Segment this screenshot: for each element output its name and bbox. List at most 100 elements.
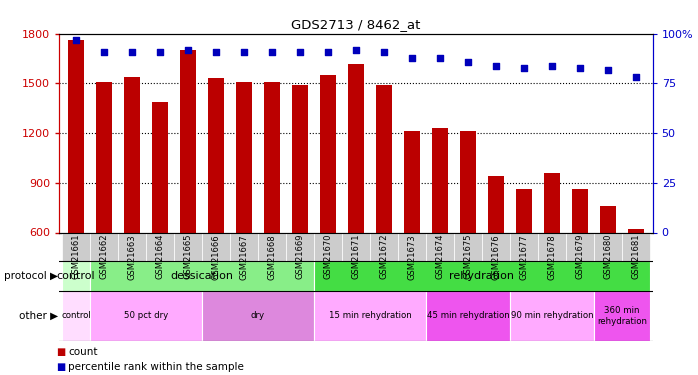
Bar	[404, 132, 419, 232]
Bar	[566, 232, 594, 261]
Text: GSM21666: GSM21666	[211, 234, 221, 279]
Text: count: count	[68, 347, 98, 357]
Text: GSM21669: GSM21669	[295, 234, 304, 279]
Bar	[174, 232, 202, 261]
Bar	[146, 232, 174, 261]
Bar	[124, 77, 140, 232]
Point	[267, 49, 278, 55]
Bar	[320, 75, 336, 232]
Bar	[348, 63, 364, 232]
Text: ■: ■	[56, 362, 65, 372]
Text: 45 min rehydration: 45 min rehydration	[426, 311, 510, 320]
Text: GSM21661: GSM21661	[72, 234, 81, 279]
Bar	[544, 173, 560, 232]
Text: GSM21678: GSM21678	[547, 234, 556, 279]
Point	[211, 49, 222, 55]
Text: percentile rank within the sample: percentile rank within the sample	[68, 362, 244, 372]
Point	[630, 75, 641, 81]
Text: 360 min
rehydration: 360 min rehydration	[597, 306, 647, 326]
Bar	[90, 291, 202, 341]
Bar	[622, 232, 650, 261]
Bar	[258, 232, 286, 261]
Bar	[370, 232, 398, 261]
Text: GSM21681: GSM21681	[631, 234, 640, 279]
Point	[602, 66, 614, 72]
Text: GSM21677: GSM21677	[519, 234, 528, 279]
Text: GSM21668: GSM21668	[267, 234, 276, 279]
Text: ■: ■	[56, 347, 65, 357]
Text: GSM21665: GSM21665	[184, 234, 193, 279]
Text: GSM21671: GSM21671	[352, 234, 360, 279]
Text: protocol ▶: protocol ▶	[4, 271, 59, 280]
Bar	[180, 50, 195, 232]
Point	[182, 46, 193, 53]
Point	[239, 49, 250, 55]
Bar	[202, 291, 314, 341]
Bar	[594, 232, 622, 261]
Bar	[426, 232, 454, 261]
Bar	[600, 206, 616, 232]
Bar	[432, 128, 447, 232]
Point	[406, 55, 417, 61]
Point	[462, 58, 473, 64]
Point	[490, 63, 501, 69]
Text: control: control	[57, 271, 96, 280]
Bar	[454, 232, 482, 261]
Point	[126, 49, 138, 55]
Bar	[426, 291, 510, 341]
Bar	[594, 291, 650, 341]
Bar	[118, 232, 146, 261]
Point	[547, 63, 558, 69]
Text: dry: dry	[251, 311, 265, 320]
Text: GSM21667: GSM21667	[239, 234, 248, 279]
Text: GSM21670: GSM21670	[323, 234, 332, 279]
Bar	[572, 189, 588, 232]
Text: dessication: dessication	[170, 271, 234, 280]
Text: other ▶: other ▶	[20, 311, 59, 321]
Text: GSM21680: GSM21680	[603, 234, 612, 279]
Text: 15 min rehydration: 15 min rehydration	[329, 311, 411, 320]
Bar	[460, 132, 475, 232]
Point	[98, 49, 110, 55]
Bar	[286, 232, 314, 261]
Bar	[68, 40, 84, 232]
Point	[378, 49, 389, 55]
Point	[295, 49, 306, 55]
Bar	[488, 176, 503, 232]
Text: GSM21673: GSM21673	[408, 234, 417, 279]
Point	[519, 64, 530, 70]
Text: GSM21675: GSM21675	[463, 234, 473, 279]
Bar	[510, 291, 594, 341]
Bar	[314, 291, 426, 341]
Point	[70, 37, 82, 43]
Bar	[62, 261, 90, 291]
Text: GSM21674: GSM21674	[436, 234, 445, 279]
Point	[350, 46, 362, 53]
Text: control: control	[61, 311, 91, 320]
Text: rehydration: rehydration	[450, 271, 514, 280]
Text: GSM21676: GSM21676	[491, 234, 500, 279]
Bar	[96, 82, 112, 232]
Point	[322, 49, 334, 55]
Title: GDS2713 / 8462_at: GDS2713 / 8462_at	[291, 18, 421, 31]
Bar	[230, 232, 258, 261]
Point	[574, 64, 586, 70]
Bar	[510, 232, 538, 261]
Bar	[517, 189, 532, 232]
Point	[434, 55, 445, 61]
Bar	[90, 261, 314, 291]
Bar	[62, 291, 90, 341]
Bar	[342, 232, 370, 261]
Bar	[538, 232, 566, 261]
Bar	[482, 232, 510, 261]
Bar	[209, 78, 224, 232]
Bar	[265, 82, 280, 232]
Bar	[90, 232, 118, 261]
Text: GSM21663: GSM21663	[128, 234, 137, 279]
Bar	[62, 232, 90, 261]
Bar	[237, 82, 252, 232]
Text: GSM21679: GSM21679	[575, 234, 584, 279]
Bar	[314, 232, 342, 261]
Text: 90 min rehydration: 90 min rehydration	[510, 311, 593, 320]
Text: GSM21662: GSM21662	[100, 234, 109, 279]
